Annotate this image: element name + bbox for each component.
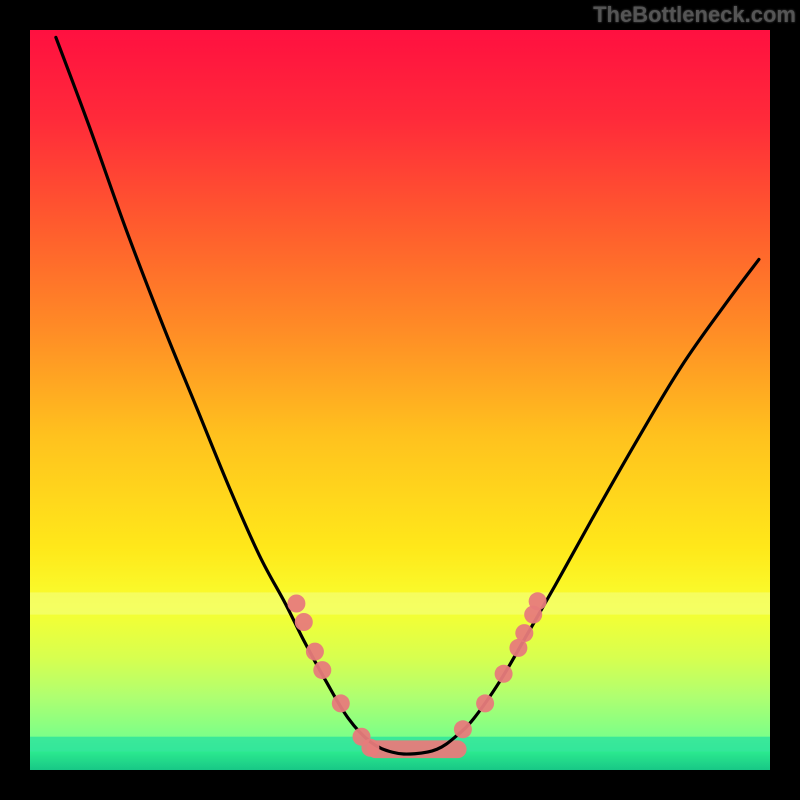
curve-marker (313, 661, 331, 679)
curve-marker (306, 643, 324, 661)
chart-svg (0, 0, 800, 800)
curve-marker (515, 624, 533, 642)
highlight-band (30, 592, 770, 614)
curve-marker (361, 739, 379, 757)
chart-container: TheBottleneck.com (0, 0, 800, 800)
watermark-text: TheBottleneck.com (593, 2, 796, 28)
curve-marker (332, 694, 350, 712)
curve-marker (476, 694, 494, 712)
curve-marker (287, 595, 305, 613)
curve-marker (295, 613, 313, 631)
curve-marker (529, 592, 547, 610)
curve-marker (454, 720, 472, 738)
curve-marker (495, 665, 513, 683)
